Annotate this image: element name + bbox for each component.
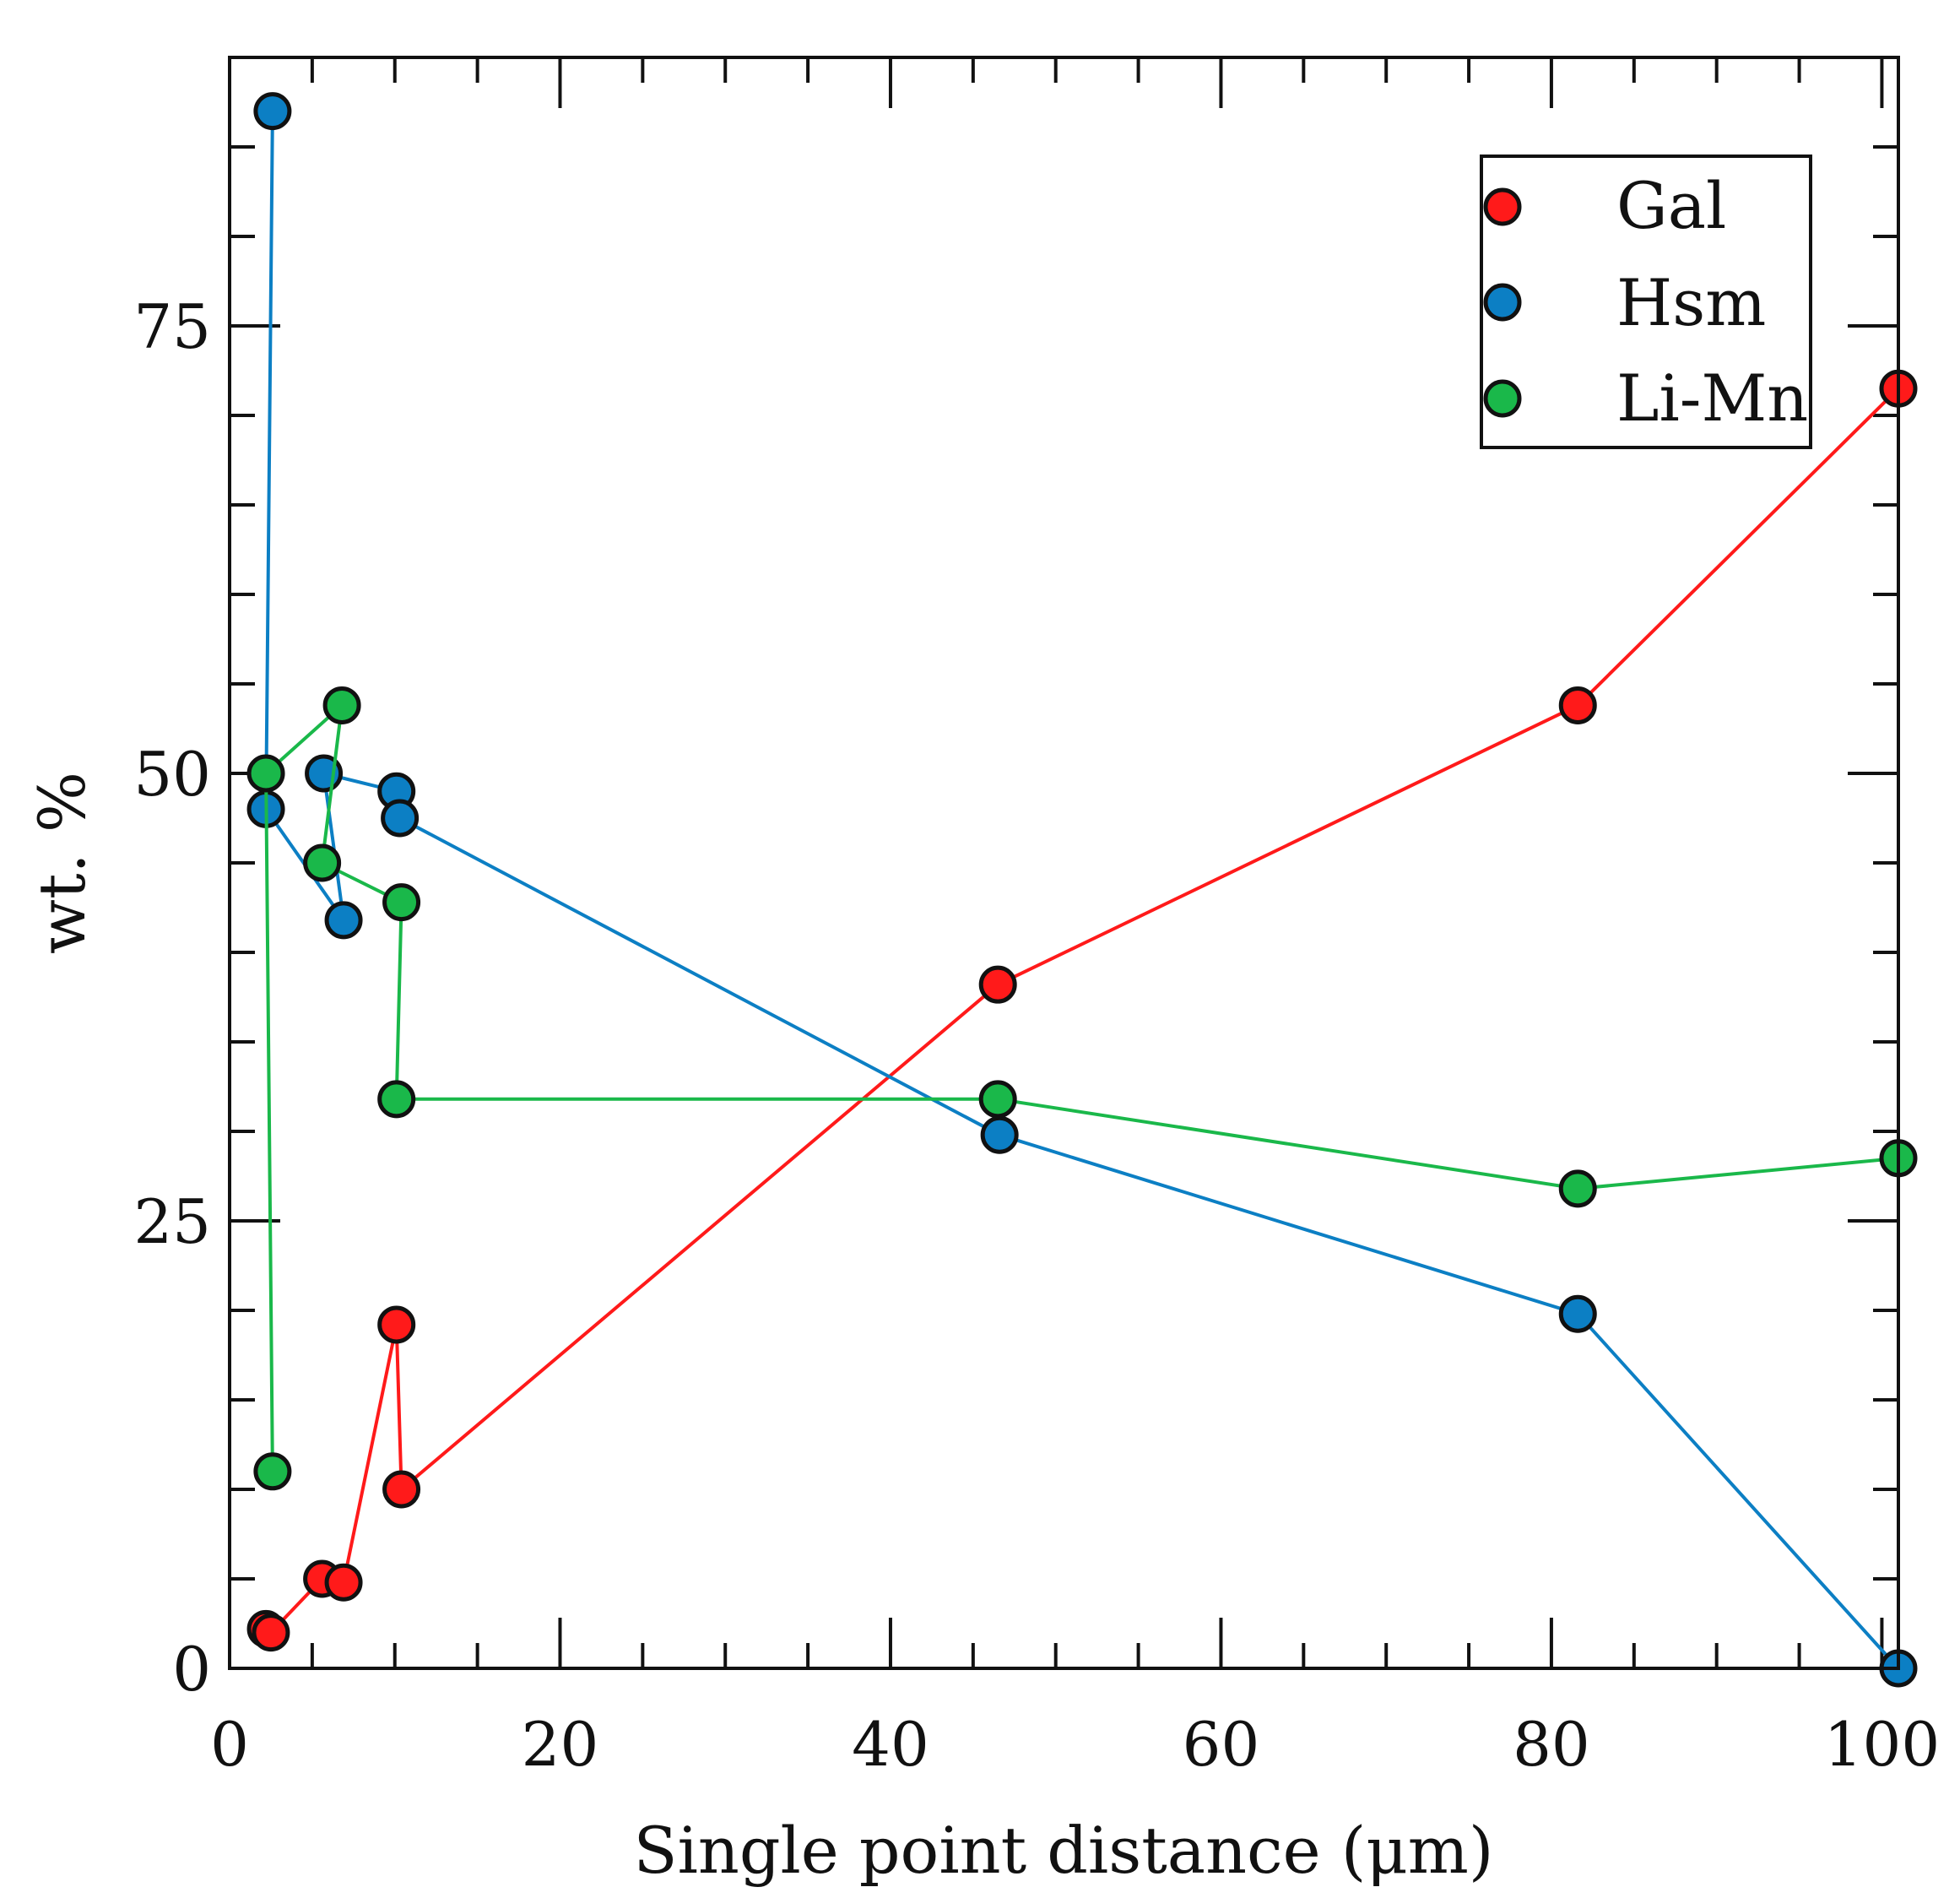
series-group	[246, 92, 1918, 1688]
series-line-li-mn	[264, 703, 1899, 1472]
legend-box	[1480, 155, 1812, 449]
x-tick-label: 60	[1183, 1709, 1260, 1780]
legend-marker-gal	[1483, 187, 1522, 226]
data-point-gal	[1558, 686, 1597, 724]
y-tick-label: 50	[133, 739, 211, 810]
legend: Gal Hsm Li-Mn	[1480, 155, 1812, 449]
data-point-li-mn	[382, 883, 421, 922]
legend-marker-hsm	[1483, 283, 1522, 322]
data-point-gal	[978, 965, 1017, 1004]
legend-label-gal: Gal	[1616, 168, 1726, 243]
x-tick-label: 40	[852, 1709, 929, 1780]
data-point-li-mn	[1558, 1169, 1597, 1208]
data-point-li-mn	[322, 686, 361, 724]
x-tick-label: 100	[1824, 1709, 1940, 1780]
x-axis-label: Single point distance (μm)	[634, 1813, 1494, 1888]
data-point-gal	[324, 1563, 363, 1602]
data-point-hsm	[381, 799, 420, 838]
series-li-mn	[246, 686, 1918, 1491]
y-axis-label: wt. %	[24, 772, 100, 954]
series-gal	[246, 369, 1918, 1652]
series-line-gal	[264, 387, 1900, 1635]
data-point-li-mn	[253, 1452, 292, 1491]
legend-label-li-mn: Li-Mn	[1616, 361, 1808, 436]
tick-labels: 0 20 40 60 80 100 0 25 50 75	[133, 291, 1940, 1780]
data-point-li-mn	[377, 1080, 416, 1119]
data-point-li-mn	[978, 1080, 1017, 1119]
data-point-hsm	[1558, 1294, 1597, 1333]
data-point-li-mn	[303, 843, 342, 882]
legend-marker-li-mn	[1483, 379, 1522, 418]
x-tick-label: 20	[522, 1709, 599, 1780]
legend-label-hsm: Hsm	[1616, 265, 1766, 340]
data-point-gal	[252, 1613, 290, 1652]
data-point-hsm	[253, 92, 292, 131]
x-tick-label: 80	[1513, 1709, 1590, 1780]
y-tick-label: 25	[133, 1186, 211, 1257]
data-point-hsm	[980, 1115, 1019, 1154]
plot-frame	[228, 56, 1900, 1670]
data-point-gal	[382, 1470, 421, 1509]
x-tick-label: 0	[210, 1709, 249, 1780]
y-tick-label: 0	[172, 1634, 211, 1705]
data-point-gal	[377, 1305, 416, 1344]
data-point-li-mn	[246, 754, 285, 793]
axis-ticks	[228, 56, 1898, 1670]
y-tick-label: 75	[133, 291, 211, 362]
data-point-hsm	[324, 901, 363, 940]
